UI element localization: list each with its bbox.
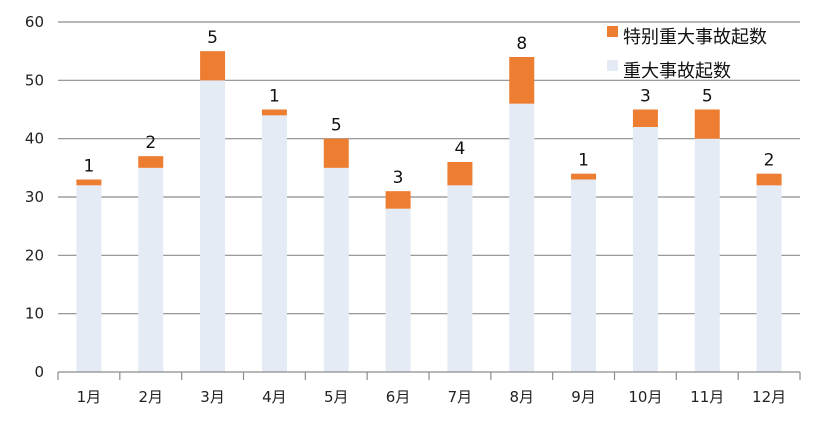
bar-special-4: [261, 109, 287, 116]
data-label: 5: [331, 116, 342, 136]
bar-major-10: [632, 127, 658, 372]
bar-major-4: [261, 115, 287, 372]
bar-special-12: [756, 173, 782, 186]
y-tick-label: 50: [25, 71, 44, 89]
legend-label-major: 重大事故起数: [623, 61, 731, 82]
x-tick-label: 5月: [324, 388, 349, 406]
x-tick-label: 10月: [628, 388, 662, 406]
data-labels: 1 2 5 1 5 3 4 8 1 3 5 2: [84, 28, 775, 188]
legend-swatch-major: [607, 60, 618, 71]
bar-major-8: [509, 103, 535, 373]
legend-label-special: 特别重大事故起数: [623, 27, 767, 48]
bars: [76, 51, 782, 373]
y-axis-ticks: 0 10 20 30 40 50 60: [25, 13, 44, 381]
bar-major-5: [323, 167, 349, 372]
x-axis-ticks: 1月 2月 3月 4月 5月 6月 7月 8月 9月 10月 11月 12月: [57, 372, 801, 406]
x-tick-label: 11月: [690, 388, 724, 406]
x-tick-label: 9月: [571, 388, 596, 406]
data-label: 1: [578, 151, 589, 171]
bar-major-9: [571, 179, 597, 372]
bar-special-10: [632, 109, 658, 127]
x-tick-label: 12月: [752, 388, 786, 406]
bar-special-11: [694, 109, 720, 139]
legend: 特别重大事故起数 重大事故起数: [607, 26, 767, 82]
x-tick-label: 1月: [77, 388, 102, 406]
x-tick-label: 7月: [448, 388, 473, 406]
y-tick-label: 0: [34, 363, 44, 381]
x-tick-label: 2月: [138, 388, 163, 406]
x-tick-label: 3月: [200, 388, 225, 406]
y-tick-label: 20: [25, 246, 44, 264]
bar-major-1: [76, 185, 102, 372]
x-tick-label: 8月: [509, 388, 534, 406]
bar-special-6: [385, 191, 411, 209]
y-tick-label: 30: [25, 188, 44, 206]
bar-major-6: [385, 208, 411, 372]
data-label: 8: [516, 34, 527, 54]
bar-major-3: [200, 80, 226, 372]
bar-major-2: [138, 167, 164, 372]
data-label: 5: [702, 87, 713, 107]
bar-special-5: [323, 138, 349, 168]
gridlines: [58, 21, 800, 315]
bar-special-8: [509, 57, 535, 104]
legend-swatch-special: [607, 26, 618, 37]
bar-major-11: [694, 138, 720, 372]
data-label: 2: [764, 151, 775, 171]
bar-special-9: [571, 173, 597, 180]
bar-major-12: [756, 185, 782, 372]
data-label: 2: [145, 133, 156, 153]
x-tick-label: 6月: [386, 388, 411, 406]
data-label: 1: [269, 87, 280, 107]
y-tick-label: 10: [25, 305, 44, 323]
bar-special-2: [138, 156, 164, 168]
data-label: 1: [84, 157, 95, 177]
bar-special-3: [200, 51, 226, 81]
x-tick-label: 4月: [262, 388, 287, 406]
y-tick-label: 60: [25, 13, 44, 31]
data-label: 3: [640, 87, 651, 107]
data-label: 4: [455, 139, 466, 159]
y-tick-label: 40: [25, 130, 44, 148]
data-label: 3: [393, 168, 404, 188]
bar-special-7: [447, 162, 473, 186]
bar-special-1: [76, 179, 102, 186]
bar-major-7: [447, 185, 473, 372]
data-label: 5: [207, 28, 218, 48]
